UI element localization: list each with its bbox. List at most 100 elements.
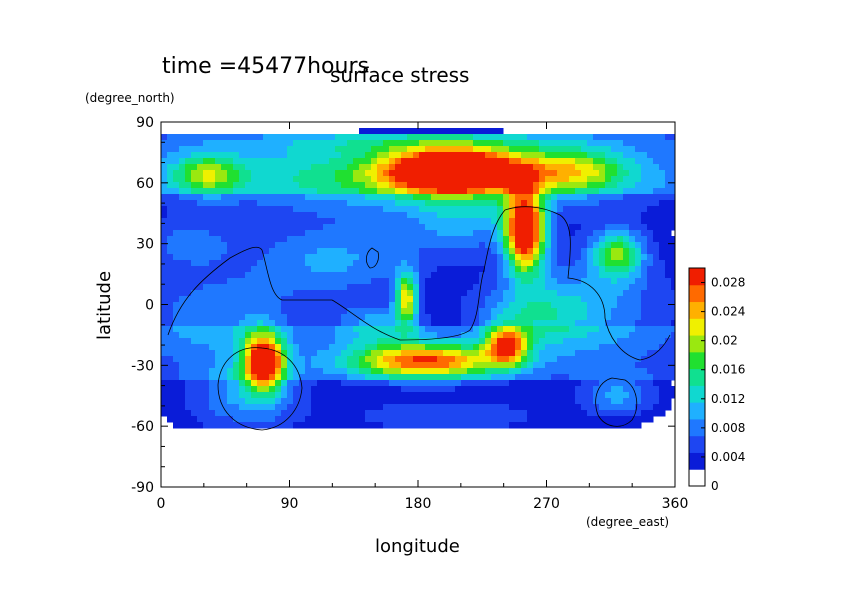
field-cell	[329, 248, 336, 255]
field-cell	[629, 218, 636, 225]
field-cell	[167, 368, 174, 375]
field-cell	[317, 152, 324, 159]
field-cell	[263, 164, 270, 171]
field-cell	[359, 158, 366, 165]
field-cell	[389, 236, 396, 243]
field-cell	[623, 170, 630, 177]
field-cell	[671, 344, 675, 351]
field-cell	[257, 278, 264, 285]
field-cell	[185, 326, 192, 333]
field-cell	[497, 206, 504, 213]
field-cell	[383, 308, 390, 315]
field-cell	[299, 344, 306, 351]
field-cell	[383, 290, 390, 297]
field-cell	[185, 284, 192, 291]
field-cell	[611, 368, 618, 375]
field-cell	[293, 290, 300, 297]
field-cell	[281, 356, 288, 363]
field-cell	[221, 332, 228, 339]
field-cell	[323, 212, 330, 219]
field-cell	[641, 176, 648, 183]
field-cell	[449, 218, 456, 225]
field-cell	[659, 182, 666, 189]
field-cell	[455, 308, 462, 315]
field-cell	[515, 260, 522, 267]
field-cell	[563, 410, 570, 417]
field-cell	[389, 248, 396, 255]
field-cell	[425, 248, 432, 255]
field-cell	[473, 278, 480, 285]
field-cell	[371, 326, 378, 333]
field-cell	[653, 236, 660, 243]
field-cell	[377, 200, 384, 207]
field-cell	[587, 338, 594, 345]
field-cell	[527, 284, 534, 291]
field-cell	[611, 272, 618, 279]
field-cell	[587, 134, 594, 141]
y-tick-label: -60	[131, 419, 154, 435]
field-cell	[509, 236, 516, 243]
field-cell	[191, 320, 198, 327]
field-cell	[197, 182, 204, 189]
field-cell	[605, 296, 612, 303]
field-cell	[269, 338, 276, 345]
field-cell	[665, 392, 672, 399]
field-cell	[569, 254, 576, 261]
field-cell	[245, 374, 252, 381]
field-cell	[485, 236, 492, 243]
field-cell	[575, 218, 582, 225]
field-cell	[263, 332, 270, 339]
field-cell	[419, 200, 426, 207]
field-cell	[407, 344, 414, 351]
field-cell	[281, 254, 288, 261]
field-cell	[491, 272, 498, 279]
field-cell	[473, 236, 480, 243]
field-cell	[227, 302, 234, 309]
field-cell	[599, 344, 606, 351]
field-cell	[527, 356, 534, 363]
field-cell	[269, 332, 276, 339]
field-cell	[293, 206, 300, 213]
field-cell	[347, 182, 354, 189]
field-cell	[257, 362, 264, 369]
field-cell	[425, 338, 432, 345]
field-cell	[239, 194, 246, 201]
field-cell	[479, 344, 486, 351]
field-cell	[389, 392, 396, 399]
field-cell	[245, 200, 252, 207]
field-cell	[221, 188, 228, 195]
field-cell	[341, 398, 348, 405]
field-cell	[227, 344, 234, 351]
field-cell	[269, 206, 276, 213]
field-cell	[515, 218, 522, 225]
field-cell	[401, 188, 408, 195]
field-cell	[413, 320, 420, 327]
field-cell	[671, 272, 675, 279]
field-cell	[389, 218, 396, 225]
field-cell	[443, 332, 450, 339]
field-cell	[323, 398, 330, 405]
field-cell	[443, 308, 450, 315]
field-cell	[383, 236, 390, 243]
field-cell	[593, 164, 600, 171]
field-cell	[665, 332, 672, 339]
field-cell	[395, 260, 402, 267]
field-cell	[659, 290, 666, 297]
field-cell	[245, 152, 252, 159]
field-cell	[389, 152, 396, 159]
field-cell	[329, 266, 336, 273]
field-cell	[293, 302, 300, 309]
field-cell	[215, 278, 222, 285]
field-cell	[515, 410, 522, 417]
field-cell	[593, 272, 600, 279]
coastline-island	[366, 247, 379, 269]
field-cell	[563, 230, 570, 237]
field-cell	[245, 182, 252, 189]
field-cell	[449, 380, 456, 387]
colorbar-band	[689, 335, 705, 353]
field-cell	[305, 170, 312, 177]
field-cell	[575, 146, 582, 153]
field-cell	[635, 338, 642, 345]
field-cell	[587, 356, 594, 363]
field-cell	[353, 410, 360, 417]
